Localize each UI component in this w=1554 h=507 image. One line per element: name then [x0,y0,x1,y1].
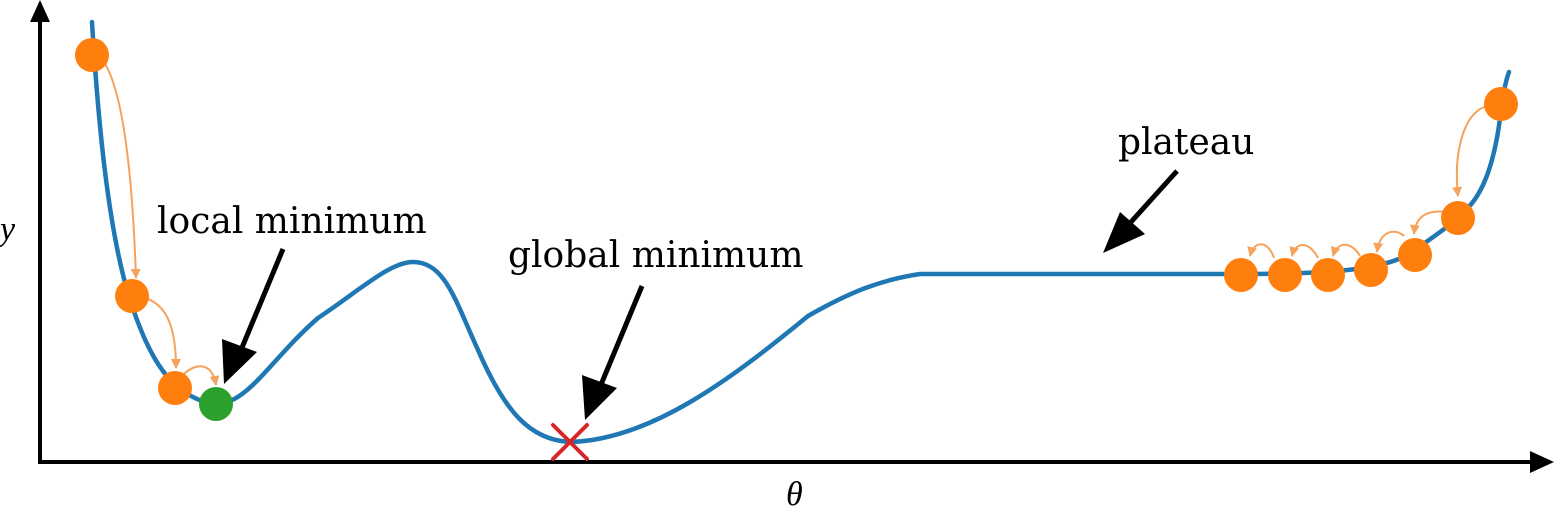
optimizer-point [1484,87,1518,121]
global-minimum-label: global minimum [508,235,804,276]
step-arrow [1289,244,1319,259]
step-arrow [1409,210,1447,235]
step-arrow [103,61,141,279]
y-axis-label: y [0,211,16,248]
x-axis-arrowhead [1530,451,1554,473]
plateau-pointer-arrow [1103,169,1179,253]
x-cross-icon [551,423,589,461]
optimizer-point [1268,258,1302,292]
optimizer-point [115,279,149,313]
plateau-label: plateau [1118,122,1254,163]
step-arrow [1247,243,1275,259]
step-arrow [144,297,181,369]
step-arrow [1330,243,1361,257]
optimizer-point [75,38,109,72]
y-axis-arrowhead [30,0,50,22]
optimizer-point [1398,238,1432,272]
step-arrow [1373,230,1405,253]
local-minimum-point [199,387,233,421]
local-minimum-pointer-arrow [222,248,286,384]
local-minimum-label: local minimum [157,201,427,242]
optimizer-point [1224,258,1258,292]
global-minimum-pointer-arrow [582,285,645,420]
optimizer-point [1441,201,1475,235]
optimizer-point [158,371,192,405]
optimizer-point [1354,253,1388,287]
step-arrow [182,365,220,386]
x-axis-label: θ [786,476,803,507]
step-arrow [1452,105,1489,197]
optimizer-point [1311,258,1345,292]
